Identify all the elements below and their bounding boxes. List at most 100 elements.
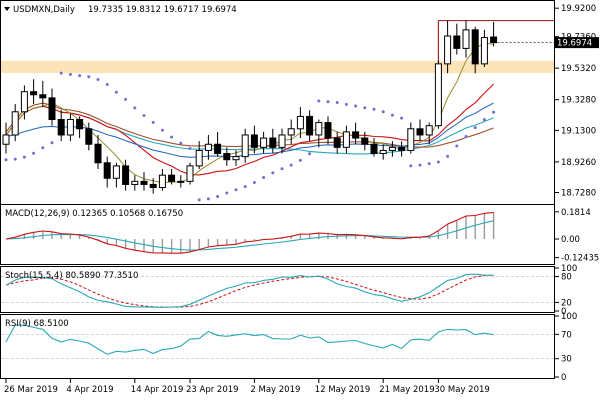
sar-dot xyxy=(390,113,394,117)
stoch-tick-label: 0 xyxy=(561,307,566,317)
sar-dot xyxy=(492,110,496,114)
candle[interactable] xyxy=(48,88,56,126)
candle[interactable] xyxy=(315,119,323,148)
candle[interactable] xyxy=(324,116,332,145)
candle-body xyxy=(232,156,240,161)
candle[interactable] xyxy=(131,175,139,191)
sar-dot xyxy=(216,195,220,199)
candle[interactable] xyxy=(186,162,194,185)
candle[interactable] xyxy=(57,110,65,142)
candle-body xyxy=(407,128,415,151)
macd-panel[interactable] xyxy=(0,204,555,265)
rsi-tick-label: 0 xyxy=(561,373,566,383)
candle[interactable] xyxy=(2,122,10,154)
candle[interactable] xyxy=(204,134,212,160)
candle[interactable] xyxy=(407,122,415,154)
candle[interactable] xyxy=(269,128,277,154)
candle[interactable] xyxy=(30,79,38,105)
candle[interactable] xyxy=(241,128,249,163)
candle[interactable] xyxy=(168,168,176,185)
candle[interactable] xyxy=(287,119,295,145)
candle-body xyxy=(324,122,332,139)
price-tick-label: 18.9260 xyxy=(561,158,596,168)
candle[interactable] xyxy=(223,147,231,166)
sar-dot xyxy=(354,104,358,108)
candle[interactable] xyxy=(416,119,424,142)
candle-body xyxy=(370,143,378,155)
triangle-down-icon[interactable] xyxy=(4,7,10,11)
rsi-tick-label: 100 xyxy=(561,312,577,322)
candle-body xyxy=(434,63,442,127)
main-price-panel[interactable] xyxy=(0,0,555,205)
sar-dot xyxy=(225,191,229,195)
sar-dot xyxy=(372,107,376,111)
rsi-title: RSI(9) 68.5100 xyxy=(5,319,69,329)
sar-dot xyxy=(326,100,330,104)
candle[interactable] xyxy=(122,159,130,191)
candle[interactable] xyxy=(379,144,387,160)
sar-dot xyxy=(289,163,293,167)
sar-dot xyxy=(160,128,164,132)
candle-body xyxy=(103,162,111,179)
candle[interactable] xyxy=(195,141,203,169)
candle[interactable] xyxy=(11,104,19,142)
candle-body xyxy=(416,128,424,136)
candle[interactable] xyxy=(278,128,286,154)
stoch-panel[interactable] xyxy=(0,266,555,313)
candle[interactable] xyxy=(444,20,452,74)
candle[interactable] xyxy=(112,162,120,188)
candle[interactable] xyxy=(158,168,166,191)
candle[interactable] xyxy=(260,131,268,154)
candle[interactable] xyxy=(149,178,157,194)
sar-dot xyxy=(455,144,459,148)
candle[interactable] xyxy=(103,156,111,188)
candle[interactable] xyxy=(140,172,148,191)
candle[interactable] xyxy=(453,23,461,55)
sar-dot xyxy=(243,185,247,189)
price-tick-label: 19.9200 xyxy=(561,4,596,14)
sar-dot xyxy=(400,116,404,120)
candle-body xyxy=(361,137,369,145)
candle[interactable] xyxy=(370,138,378,157)
candle[interactable] xyxy=(66,113,74,142)
candle-body xyxy=(158,174,166,189)
sar-dot xyxy=(473,126,477,130)
sar-dot xyxy=(13,157,17,161)
candle[interactable] xyxy=(94,134,102,169)
candle[interactable] xyxy=(490,21,498,47)
candle[interactable] xyxy=(434,60,442,129)
candle[interactable] xyxy=(85,122,93,151)
candle[interactable] xyxy=(342,125,350,154)
candle[interactable] xyxy=(306,110,314,142)
current-price-tag: 19.6974 xyxy=(555,37,599,49)
candle[interactable] xyxy=(462,20,470,58)
candle[interactable] xyxy=(296,107,304,139)
candle[interactable] xyxy=(361,131,369,151)
sar-dot xyxy=(151,120,155,124)
candle[interactable] xyxy=(177,175,185,188)
candle-body xyxy=(30,91,38,96)
candle-body xyxy=(131,180,139,185)
date-tick-label: 4 Apr 2019 xyxy=(66,385,113,395)
candle[interactable] xyxy=(214,131,222,157)
candle[interactable] xyxy=(39,80,47,108)
candle[interactable] xyxy=(333,131,341,154)
candle[interactable] xyxy=(20,85,28,120)
rsi-panel[interactable] xyxy=(0,314,555,379)
candle[interactable] xyxy=(398,141,406,157)
candle[interactable] xyxy=(76,116,84,139)
candle[interactable] xyxy=(425,122,433,145)
candle[interactable] xyxy=(232,150,240,166)
candle-body xyxy=(315,122,323,136)
sar-dot xyxy=(262,175,266,179)
candle-body xyxy=(2,134,10,145)
candle[interactable] xyxy=(388,141,396,157)
candle[interactable] xyxy=(250,125,258,154)
candle[interactable] xyxy=(480,29,488,67)
candle[interactable] xyxy=(471,26,479,74)
candle-body xyxy=(352,131,360,139)
candle[interactable] xyxy=(352,122,360,145)
macd-main-line xyxy=(5,211,494,254)
